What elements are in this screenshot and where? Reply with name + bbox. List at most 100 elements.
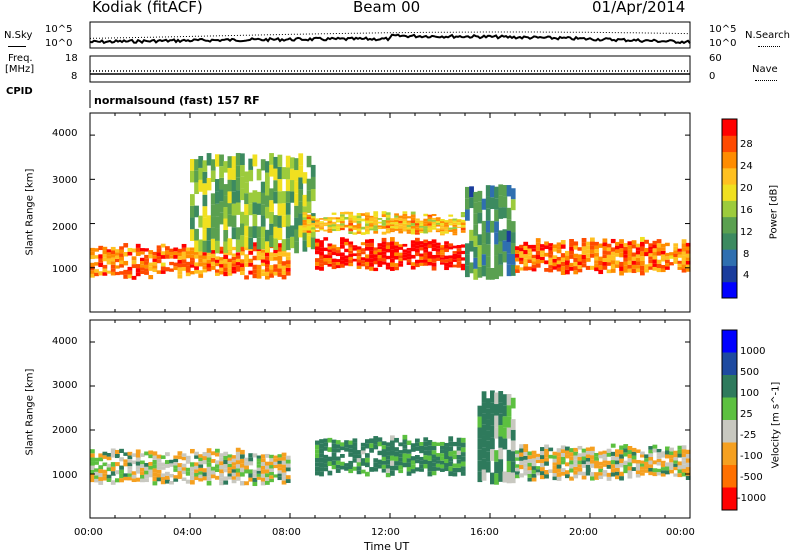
power-cell-5 <box>623 246 629 251</box>
velocity-cell-1 <box>448 441 454 447</box>
velocity-cell-3 <box>540 463 545 468</box>
velocity-cell-0 <box>152 476 158 482</box>
velocity-cell-0 <box>231 472 237 477</box>
power-cell-4 <box>506 264 512 277</box>
velocity-cell-1 <box>427 471 433 477</box>
power-cell-4 <box>510 264 516 276</box>
velocity-cell-1 <box>356 466 362 471</box>
power-cell-4 <box>465 265 470 278</box>
power-cell-3 <box>435 220 441 223</box>
power-cell-5 <box>515 269 520 273</box>
velocity-cell-1 <box>456 446 462 451</box>
power-cell-5 <box>656 247 662 252</box>
power-cell-2 <box>335 250 341 254</box>
power-cell-1 <box>244 193 249 205</box>
power-cell-2 <box>344 262 349 266</box>
velocity-cell-0 <box>90 453 95 458</box>
power-cell-1 <box>215 203 220 217</box>
power-cell-2 <box>340 237 345 242</box>
power-cell-2 <box>410 247 416 252</box>
power-cell-2 <box>423 262 429 266</box>
velocity-cell-1 <box>327 447 333 452</box>
power-cell-2 <box>448 243 454 247</box>
power-cell-2 <box>390 266 395 271</box>
power-ytick-4000: 4000 <box>52 128 78 139</box>
velocity-cell-0 <box>227 460 233 464</box>
velocity-cell-3 <box>594 452 599 457</box>
power-cell-2 <box>348 250 354 254</box>
power-cell-1 <box>306 178 312 191</box>
power-cell-0 <box>185 251 191 255</box>
velocity-cell-3 <box>665 454 670 459</box>
velocity-cell-1 <box>352 458 358 463</box>
power-cell-5 <box>519 260 524 265</box>
power-cell-3 <box>423 218 429 222</box>
velocity-cell-0 <box>140 460 145 465</box>
velocity-cell-3 <box>635 474 641 478</box>
power-cell-1 <box>206 177 212 191</box>
power-cell-5 <box>535 242 541 247</box>
power-cell-5 <box>535 238 541 243</box>
power-cell-3 <box>456 219 462 221</box>
power-cell-3 <box>365 228 370 232</box>
velocity-cell-2 <box>510 461 516 473</box>
power-cell-5 <box>619 243 624 249</box>
velocity-cell-0 <box>206 466 212 472</box>
velocity-cell-0 <box>194 455 199 459</box>
power-cell-2 <box>431 254 437 259</box>
power-cell-2 <box>435 242 441 246</box>
velocity-cell-3 <box>548 447 554 452</box>
velocity-cell-3 <box>552 469 558 474</box>
velocity-cell-1 <box>419 460 424 465</box>
power-cell-3 <box>306 219 312 222</box>
power-cell-5 <box>656 263 662 268</box>
power-cell-3 <box>315 226 320 229</box>
power-cell-0 <box>152 258 158 262</box>
velocity-cell-0 <box>190 475 195 481</box>
power-cell-1 <box>210 170 216 182</box>
velocity-cell-1 <box>423 450 429 456</box>
power-cell-4 <box>510 199 516 211</box>
power-colorbar-cell <box>722 167 737 185</box>
velocity-cell-3 <box>519 452 524 457</box>
power-cell-0 <box>210 249 216 254</box>
power-cell-0 <box>277 264 283 269</box>
velocity-cell-3 <box>569 448 574 453</box>
power-cell-0 <box>265 263 270 268</box>
velocity-cell-0 <box>269 458 274 462</box>
velocity-cell-0 <box>123 462 129 467</box>
power-cell-0 <box>235 265 241 269</box>
power-cell-0 <box>227 272 233 276</box>
power-cell-5 <box>656 243 662 248</box>
power-cell-2 <box>323 247 329 252</box>
power-cell-4 <box>494 198 499 210</box>
velocity-cell-0 <box>135 457 141 462</box>
velocity-cell-0 <box>119 457 124 462</box>
power-cell-3 <box>327 230 333 233</box>
velocity-cell-0 <box>215 464 220 469</box>
power-cell-0 <box>190 254 195 258</box>
power-cell-5 <box>656 267 662 273</box>
power-cell-0 <box>165 246 170 251</box>
power-cell-1 <box>285 226 291 239</box>
power-cell-5 <box>544 252 549 257</box>
power-cell-0 <box>190 247 195 251</box>
velocity-cell-1 <box>402 434 408 440</box>
velocity-cell-0 <box>260 462 266 466</box>
power-cell-2 <box>331 251 337 256</box>
power-cell-5 <box>594 263 599 268</box>
power-cell-3 <box>431 219 437 222</box>
power-cell-4 <box>498 184 504 196</box>
power-cell-0 <box>131 260 137 265</box>
power-cell-0 <box>144 271 149 275</box>
velocity-cell-1 <box>344 447 349 452</box>
velocity-cell-1 <box>340 465 345 470</box>
power-cell-1 <box>240 188 245 201</box>
power-cell-1 <box>190 194 195 206</box>
power-cell-5 <box>556 264 562 268</box>
velocity-cell-3 <box>677 473 683 478</box>
power-cell-1 <box>219 177 224 190</box>
power-cell-0 <box>165 267 170 272</box>
power-cell-2 <box>381 254 387 258</box>
power-cell-2 <box>352 247 358 251</box>
